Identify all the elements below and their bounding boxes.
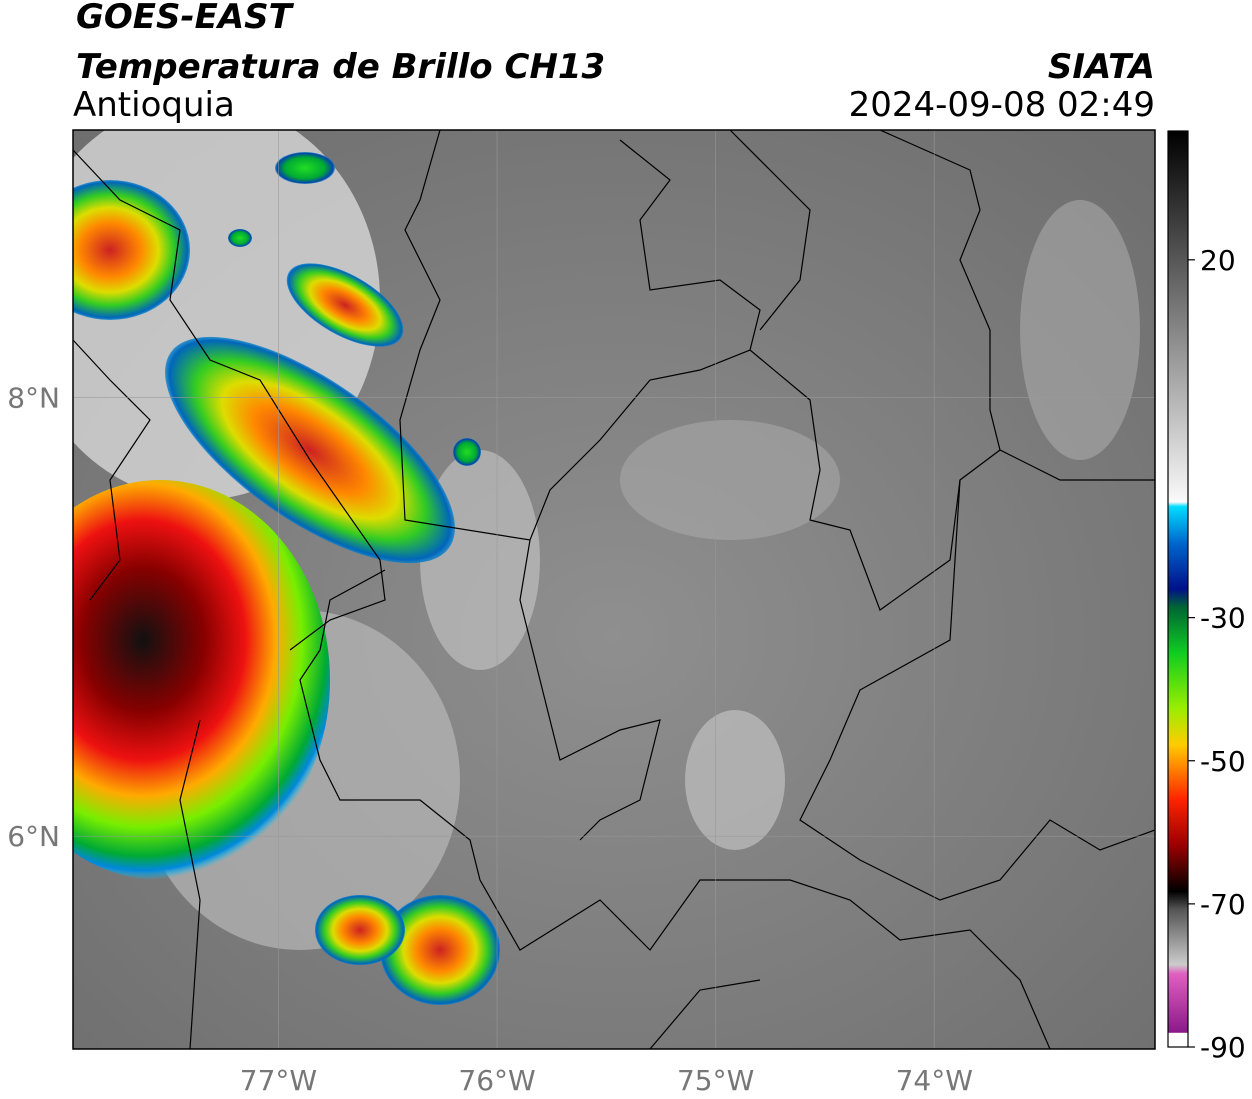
- colorbar: [1167, 130, 1189, 1048]
- region: Antioquia: [73, 85, 235, 125]
- colorbar-tick-label: -90: [1200, 1031, 1246, 1064]
- x-tick-label: 77°W: [240, 1064, 317, 1097]
- satellite-image: [73, 130, 1155, 1049]
- colorbar-tick-label: 20: [1200, 244, 1236, 277]
- colorbar-tick-label: -50: [1200, 745, 1246, 778]
- map-frame: [72, 129, 1156, 1050]
- x-tick-label: 74°W: [896, 1064, 973, 1097]
- title: GOES-EAST: [76, 0, 295, 37]
- colorbar-tick-label: -30: [1200, 602, 1246, 635]
- datetime: 2024-09-08 02:49: [849, 85, 1155, 125]
- grid: [73, 130, 1155, 1049]
- subtitle: Temperatura de Brillo CH13: [76, 47, 605, 87]
- x-tick-label: 76°W: [458, 1064, 535, 1097]
- x-tick-label: 75°W: [677, 1064, 754, 1097]
- y-tick-label: 8°N: [7, 382, 60, 415]
- colorbar-tick-label: -70: [1200, 888, 1246, 921]
- source: SIATA: [1048, 47, 1155, 87]
- y-tick-label: 6°N: [7, 820, 60, 853]
